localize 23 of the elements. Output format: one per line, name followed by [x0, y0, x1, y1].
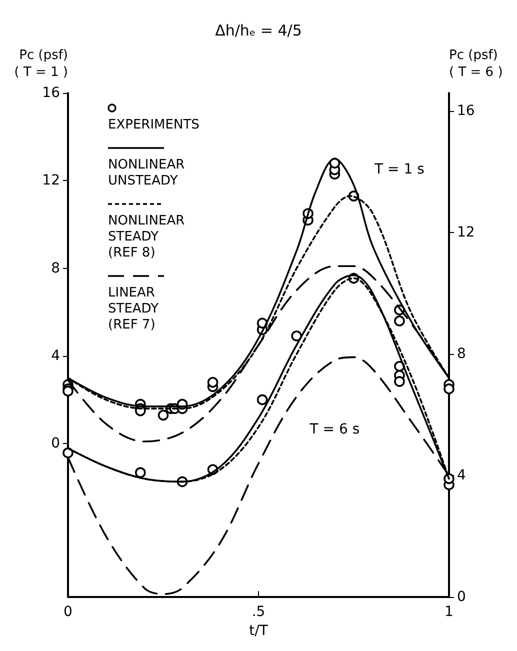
y2-axis-title: Pc (psf) ( T = 6 ) — [449, 48, 503, 80]
y2-tick-label: 16 — [457, 103, 475, 120]
y2-tick-label: 12 — [457, 224, 475, 241]
y-tick-label: 0 — [51, 436, 60, 452]
x-tick-label: 1 — [444, 604, 454, 620]
legend-label: LINEAR STEADY (REF 7) — [108, 286, 159, 332]
annotation: T = 6 s — [308, 422, 360, 438]
chart-title: Δh/hₑ = 4/5 — [215, 22, 302, 40]
annotation: T = 1 s — [374, 162, 424, 178]
y-tick-label: 12 — [42, 172, 60, 189]
y-tick-label: 4 — [51, 348, 60, 364]
y2-tick-label: 0 — [457, 589, 466, 606]
y-axis-title: Pc (psf) ( T = 1 ) — [14, 48, 68, 80]
y2-tick-label: 4 — [457, 468, 466, 484]
legend-label: EXPERIMENTS — [108, 118, 200, 132]
x-tick-label: 0 — [64, 604, 72, 620]
legend-label: NONLINEAR UNSTEADY — [108, 158, 185, 188]
y-tick-label: 16 — [42, 85, 60, 101]
y2-tick-label: 8 — [457, 346, 466, 362]
x-axis-title: t/T — [249, 623, 268, 639]
y-tick-label: 8 — [51, 260, 60, 276]
legend-label: NONLINEAR STEADY (REF 8) — [108, 214, 185, 260]
x-tick-label: .5 — [252, 604, 266, 620]
